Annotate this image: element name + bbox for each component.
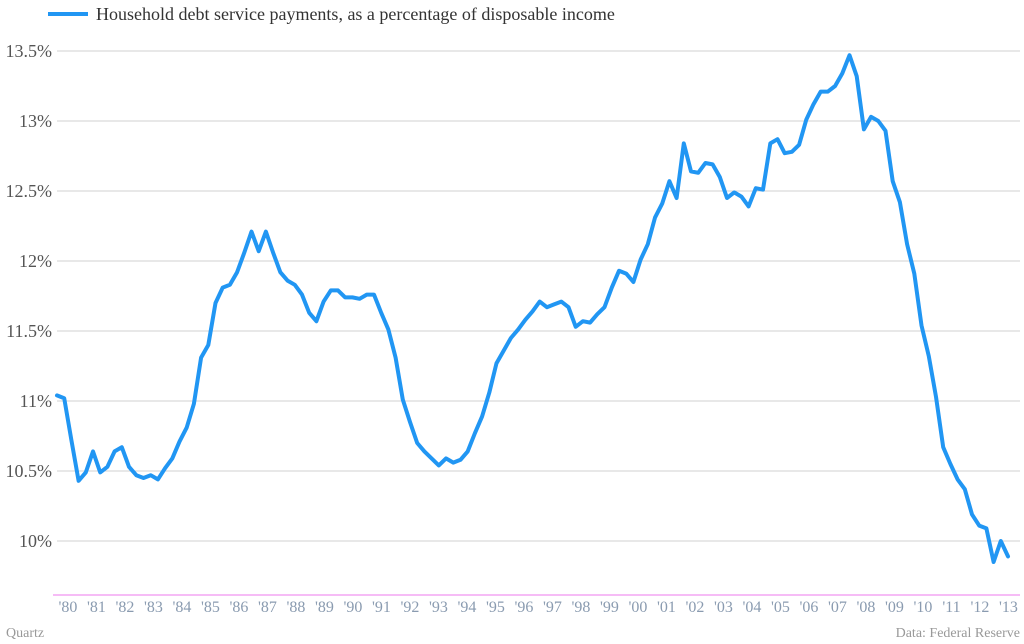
series-line xyxy=(55,53,1010,564)
x-tick-label: '08 xyxy=(857,599,876,616)
x-tick-label: '06 xyxy=(800,599,819,616)
x-tick-label: '11 xyxy=(942,599,960,616)
x-tick-label: '99 xyxy=(600,599,619,616)
x-tick-label: '02 xyxy=(686,599,705,616)
x-tick-label: '95 xyxy=(486,599,505,616)
x-tick-label: '83 xyxy=(144,599,163,616)
x-tick-label: '87 xyxy=(258,599,277,616)
y-tick-label: 13% xyxy=(19,111,52,131)
x-tick-label: '82 xyxy=(116,599,135,616)
y-tick-label: 10.5% xyxy=(6,461,53,481)
series-layer xyxy=(55,53,1010,564)
gridlines xyxy=(57,50,1020,542)
x-tick-label: '81 xyxy=(87,599,106,616)
x-tick-label: '84 xyxy=(173,599,192,616)
legend: Household debt service payments, as a pe… xyxy=(48,4,615,24)
x-tick-label: '91 xyxy=(372,599,391,616)
y-tick-label: 11.5% xyxy=(6,321,52,341)
legend-label: Household debt service payments, as a pe… xyxy=(96,4,615,24)
x-tick-label: '86 xyxy=(230,599,249,616)
x-tick-label: '03 xyxy=(714,599,733,616)
x-tick-label: '07 xyxy=(828,599,847,616)
y-axis-ticks: 10% 10.5% 11% 11.5% 12% 12.5% 13% 13.5% xyxy=(6,41,53,551)
x-tick-label: '04 xyxy=(743,599,762,616)
x-tick-label: '85 xyxy=(201,599,220,616)
x-tick-label: '97 xyxy=(543,599,562,616)
x-tick-label: '13 xyxy=(999,599,1018,616)
y-tick-label: 11% xyxy=(20,391,52,411)
y-tick-label: 12% xyxy=(19,251,52,271)
x-tick-label: '96 xyxy=(515,599,534,616)
footer-brand: Quartz xyxy=(6,626,44,641)
x-tick-label: '90 xyxy=(344,599,363,616)
x-tick-label: '93 xyxy=(429,599,448,616)
x-tick-label: '89 xyxy=(315,599,334,616)
x-tick-label: '80 xyxy=(59,599,78,616)
x-axis-ticks: '80 '81 '82 '83 '84 '85 '86 '87 '88 '89 '90 '91 '92 '… xyxy=(59,599,1018,616)
x-tick-label: '00 xyxy=(629,599,648,616)
y-tick-label: 13.5% xyxy=(6,41,53,61)
footer-source: Data: Federal Reserve xyxy=(896,626,1020,641)
x-tick-label: '05 xyxy=(771,599,790,616)
x-tick-label: '10 xyxy=(914,599,933,616)
x-tick-label: '92 xyxy=(401,599,420,616)
x-tick-label: '94 xyxy=(458,599,477,616)
x-tick-label: '12 xyxy=(971,599,990,616)
x-tick-label: '01 xyxy=(657,599,676,616)
x-tick-label: '98 xyxy=(572,599,591,616)
x-tick-label: '88 xyxy=(287,599,306,616)
y-tick-label: 12.5% xyxy=(6,181,53,201)
y-tick-label: 10% xyxy=(19,531,52,551)
x-tick-label: '09 xyxy=(885,599,904,616)
